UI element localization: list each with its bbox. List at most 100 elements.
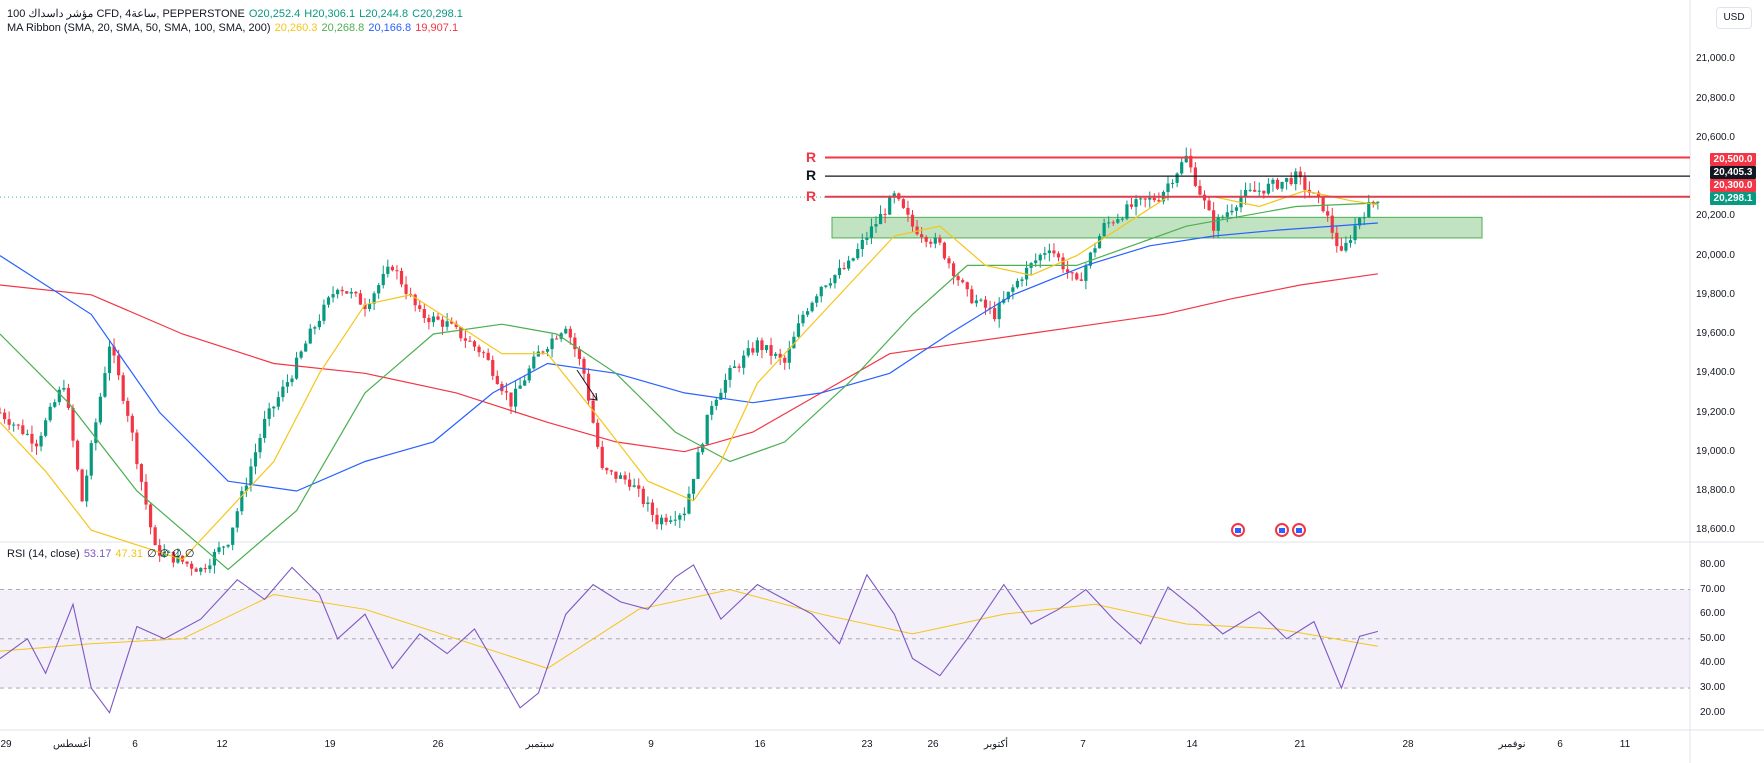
candle (44, 417, 48, 438)
candle (276, 391, 280, 411)
candle (367, 298, 372, 312)
candle (942, 241, 947, 260)
price-axis-label: 19,200.0 (1696, 406, 1735, 418)
price-tag: 20,298.1 (1710, 192, 1756, 205)
candle (1326, 204, 1330, 222)
ma-ribbon-label: MA Ribbon (SMA, 20, SMA, 50, SMA, 100, S… (7, 22, 271, 34)
us-event-flag-icon[interactable] (1275, 523, 1289, 537)
candle (1056, 251, 1061, 262)
candle (1125, 200, 1129, 221)
resistance-label: R (806, 167, 817, 184)
candle (796, 314, 801, 338)
candle (75, 439, 80, 472)
candle (970, 285, 974, 305)
symbol-legend[interactable]: 100 مؤشر داسداك CFD, 4ساعة, PEPPERSTONE … (7, 8, 464, 21)
time-axis-label: أغسطس (53, 739, 91, 750)
currency-button[interactable]: USD (1716, 7, 1752, 29)
rsi-axis-label: 70.00 (1700, 583, 1726, 595)
candle (240, 486, 244, 516)
candle (669, 515, 673, 525)
candle (1294, 168, 1298, 191)
candle (778, 348, 782, 365)
candle (103, 366, 107, 398)
candle (751, 342, 755, 356)
candle (21, 419, 25, 436)
candle (1198, 179, 1202, 196)
candle (477, 344, 481, 357)
candle (901, 197, 905, 209)
candle (1052, 243, 1056, 258)
candle (1061, 253, 1065, 273)
price-axis-label: 20,800.0 (1696, 92, 1735, 104)
candle (614, 471, 618, 483)
candle (62, 379, 66, 392)
ohlc-close: C20,298.1 (412, 8, 463, 20)
candle (331, 286, 335, 303)
candle (290, 375, 294, 387)
candle (1266, 178, 1270, 196)
resistance-label: R (806, 187, 817, 204)
candle (2, 408, 7, 424)
candle (440, 316, 445, 335)
candle (1075, 271, 1079, 281)
candle (30, 425, 34, 453)
candle (769, 337, 773, 365)
rsi-legend[interactable]: RSI (14, close) 53.17 47.31 ∅ ∅ ∅ ∅ (7, 548, 196, 561)
candle (1148, 191, 1152, 208)
candle (413, 293, 417, 312)
candle (208, 558, 212, 574)
candle (0, 407, 2, 414)
candle (1047, 243, 1051, 262)
candle (308, 324, 312, 344)
candle (194, 567, 198, 572)
candle (226, 544, 230, 549)
candle (764, 345, 769, 353)
candle (107, 339, 112, 381)
candle (523, 374, 527, 387)
candle (623, 471, 627, 485)
ma50-value: 20,268.8 (321, 22, 365, 34)
candle (696, 446, 700, 479)
candle (354, 291, 358, 297)
candle (1348, 234, 1353, 248)
us-event-flag-icon[interactable] (1292, 523, 1306, 537)
candle (646, 496, 650, 512)
ma-ribbon-legend[interactable]: MA Ribbon (SMA, 20, SMA, 50, SMA, 100, S… (7, 22, 459, 35)
candle (1157, 192, 1161, 204)
candle (491, 355, 495, 380)
candle (591, 393, 595, 424)
time-axis-label: 16 (754, 739, 766, 750)
candle (815, 293, 819, 308)
price-axis-label: 19,000.0 (1696, 445, 1735, 457)
candle (390, 264, 394, 272)
candle (664, 513, 668, 526)
candle (605, 467, 609, 475)
rsi-axis-label: 40.00 (1700, 657, 1726, 669)
arrow-annotation (576, 369, 598, 401)
candle (600, 440, 604, 470)
us-event-flag-icon[interactable] (1231, 523, 1245, 537)
time-axis-label: سبتمبر (525, 739, 555, 750)
candle (860, 233, 864, 257)
candle (1216, 214, 1220, 238)
candle (673, 511, 677, 526)
candle (148, 503, 153, 535)
candle (1234, 205, 1239, 219)
candle (495, 370, 499, 385)
candle (135, 429, 139, 470)
time-axis-label: 19 (324, 739, 336, 750)
price-axis-label: 18,800.0 (1696, 484, 1735, 496)
candle (682, 507, 686, 521)
price-axis-label: 20,200.0 (1696, 210, 1735, 222)
candle (1243, 182, 1248, 205)
candle (947, 255, 951, 269)
candle (1230, 204, 1234, 216)
candle (1043, 246, 1047, 260)
candle (596, 419, 600, 449)
candle (1184, 147, 1188, 163)
candle (1129, 197, 1134, 210)
candle (555, 335, 559, 340)
candle (34, 439, 39, 455)
candle (655, 507, 659, 530)
